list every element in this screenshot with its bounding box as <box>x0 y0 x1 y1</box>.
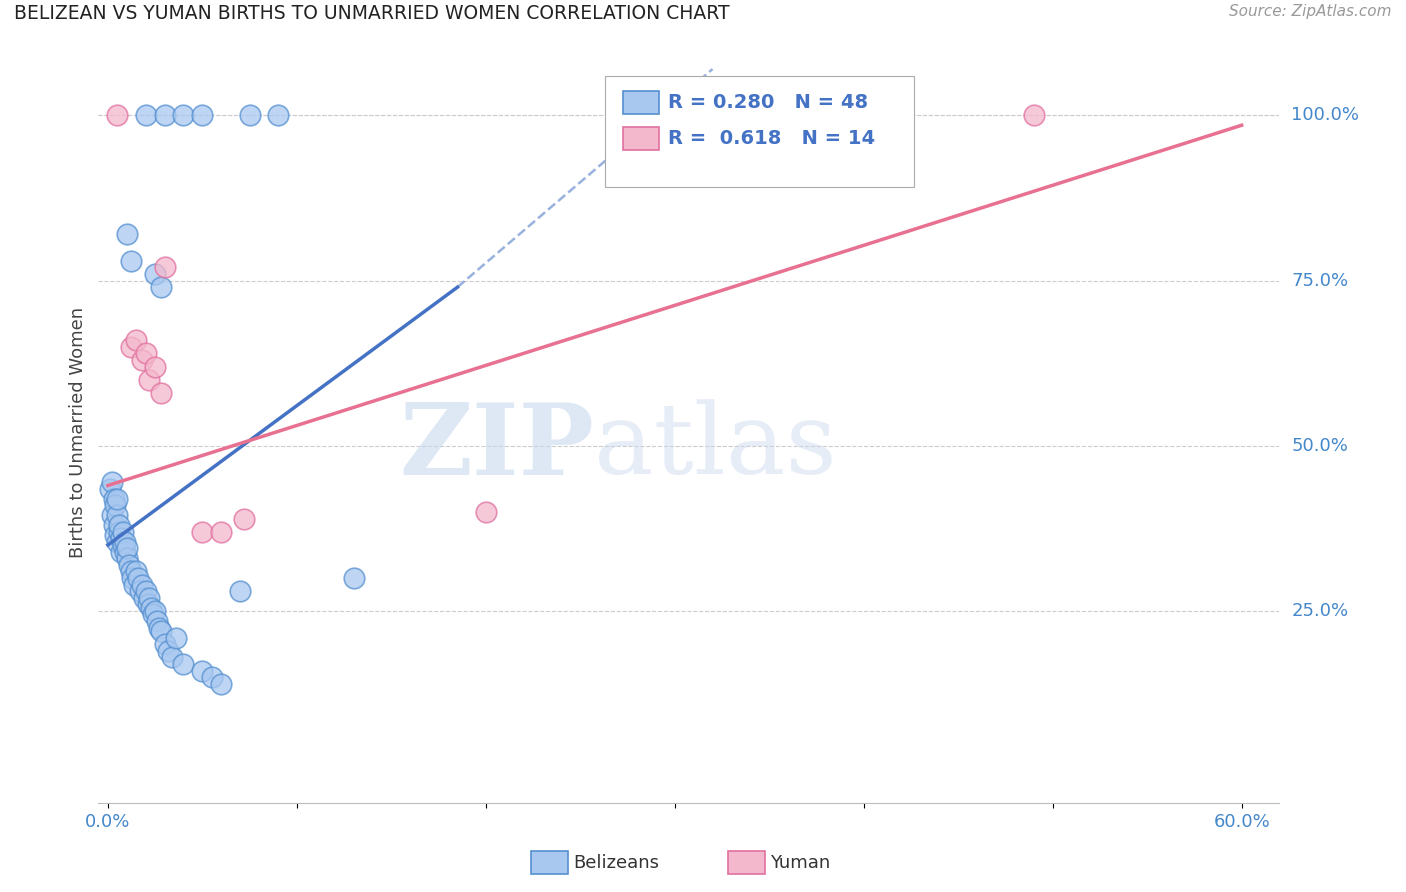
Point <box>153 260 176 275</box>
Point <box>104 499 127 513</box>
Text: 75.0%: 75.0% <box>1291 271 1348 290</box>
Point <box>100 508 122 523</box>
Point <box>149 280 172 294</box>
Point <box>135 108 157 122</box>
Point <box>124 577 146 591</box>
Point <box>209 677 232 691</box>
Point <box>135 346 157 360</box>
Text: Belizeans: Belizeans <box>574 854 659 871</box>
Point <box>111 524 134 539</box>
Point <box>125 333 148 347</box>
Point <box>153 108 176 122</box>
Point <box>105 534 128 549</box>
Point <box>148 621 170 635</box>
Point <box>149 386 172 401</box>
Point <box>267 108 290 122</box>
Point <box>143 604 166 618</box>
Text: atlas: atlas <box>595 400 837 495</box>
Point <box>160 650 183 665</box>
Point <box>115 227 138 242</box>
Point <box>120 565 142 579</box>
Point <box>143 359 166 374</box>
Point <box>120 253 142 268</box>
Point <box>138 373 160 387</box>
Point <box>172 657 194 671</box>
Point <box>165 631 187 645</box>
Y-axis label: Births to Unmarried Women: Births to Unmarried Women <box>69 307 87 558</box>
Point <box>115 551 138 566</box>
Point <box>209 524 232 539</box>
Text: R =  0.618   N = 14: R = 0.618 N = 14 <box>668 128 875 148</box>
Point <box>142 607 165 622</box>
Text: ZIP: ZIP <box>399 399 595 496</box>
Point <box>115 541 138 556</box>
Point <box>118 558 141 572</box>
Point <box>342 571 364 585</box>
Point <box>141 600 163 615</box>
Point <box>104 528 127 542</box>
Point <box>149 624 172 638</box>
Point <box>105 491 128 506</box>
Point <box>232 511 254 525</box>
Point <box>191 108 214 122</box>
Point <box>110 532 132 546</box>
Point <box>138 591 160 605</box>
Point <box>114 544 136 558</box>
Point <box>108 524 131 539</box>
Point <box>132 591 155 605</box>
Text: Source: ZipAtlas.com: Source: ZipAtlas.com <box>1229 4 1392 20</box>
Point <box>129 584 152 599</box>
Point <box>136 598 159 612</box>
Point <box>111 538 134 552</box>
Point <box>120 340 142 354</box>
Point <box>201 670 224 684</box>
Point <box>103 518 125 533</box>
Point <box>110 544 132 558</box>
Point <box>239 108 262 122</box>
Point <box>108 518 131 533</box>
Point <box>105 108 128 122</box>
Text: 100.0%: 100.0% <box>1291 106 1360 124</box>
Point <box>475 505 498 519</box>
Text: Yuman: Yuman <box>770 854 831 871</box>
Point <box>131 577 153 591</box>
Point <box>135 584 157 599</box>
Point <box>121 571 143 585</box>
Point <box>172 108 194 122</box>
Point <box>98 482 121 496</box>
Point <box>103 491 125 506</box>
Text: 50.0%: 50.0% <box>1291 437 1348 455</box>
Point <box>191 524 214 539</box>
Point <box>191 664 214 678</box>
Point <box>125 565 148 579</box>
Point <box>131 352 153 367</box>
Point <box>229 584 252 599</box>
Point <box>1022 108 1045 122</box>
Point <box>105 508 128 523</box>
Point <box>153 637 176 651</box>
Point <box>157 644 180 658</box>
Text: 25.0%: 25.0% <box>1291 602 1348 620</box>
Point <box>100 475 122 490</box>
Text: BELIZEAN VS YUMAN BIRTHS TO UNMARRIED WOMEN CORRELATION CHART: BELIZEAN VS YUMAN BIRTHS TO UNMARRIED WO… <box>14 4 730 23</box>
Text: R = 0.280   N = 48: R = 0.280 N = 48 <box>668 93 868 112</box>
Point <box>143 267 166 281</box>
Point <box>146 614 169 628</box>
Point <box>127 571 149 585</box>
Point <box>114 534 136 549</box>
